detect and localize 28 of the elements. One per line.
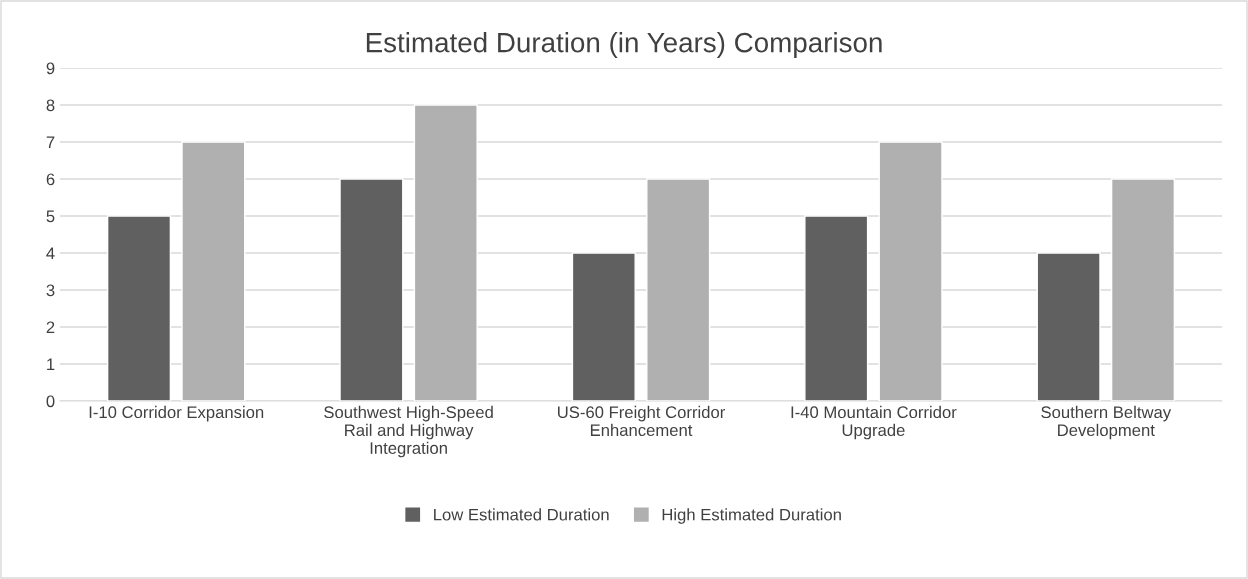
- bar: [1110, 178, 1176, 401]
- legend-label: High Estimated Duration: [662, 508, 841, 524]
- bar: [413, 104, 478, 401]
- bar: [181, 141, 246, 401]
- x-tick-label: US-60 Freight Corridor Enhancement: [558, 405, 726, 437]
- y-tick-label: 4: [46, 247, 55, 260]
- x-tick-label: Southwest High-Speed Rail and Highway Integration: [324, 405, 493, 458]
- y-tick-label: 7: [46, 136, 55, 149]
- y-tick-label: 3: [46, 284, 55, 297]
- y-tick-label: 0: [46, 395, 55, 408]
- bar: [1036, 252, 1101, 401]
- chart-title: Estimated Duration (in Years) Comparison: [366, 32, 882, 58]
- y-tick-label: 2: [46, 321, 55, 334]
- y-tick-label: 8: [46, 99, 55, 112]
- bar: [878, 141, 943, 401]
- y-tick-label: 6: [46, 173, 55, 186]
- y-tick-label: 5: [46, 210, 55, 223]
- bar: [646, 178, 711, 401]
- y-tick-label: 9: [46, 62, 55, 75]
- bar: [106, 215, 172, 401]
- bar: [804, 215, 869, 401]
- x-tick-label: I-40 Mountain Corridor Upgrade: [791, 405, 957, 440]
- legend-label: Low Estimated Duration: [434, 508, 609, 521]
- bar: [571, 252, 636, 401]
- y-tick-label: 1: [47, 358, 55, 371]
- x-tick-label: Southern Beltway Development: [1041, 405, 1172, 440]
- bar: [339, 178, 404, 401]
- x-tick-label: I-10 Corridor Expansion: [89, 405, 264, 422]
